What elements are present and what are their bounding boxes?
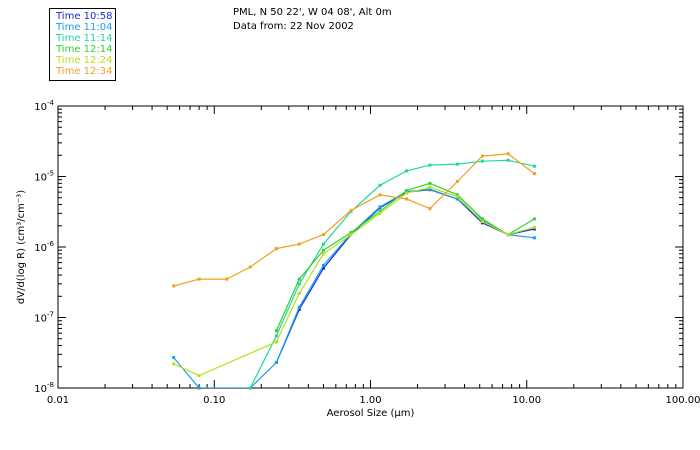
data-point-2-5	[378, 183, 382, 187]
data-point-0-2	[321, 266, 325, 270]
data-point-2-2	[297, 282, 301, 286]
data-point-5-4	[274, 247, 278, 251]
y-tick-label-2: 10-6	[34, 240, 54, 254]
legend-entry-2: Time 11:14	[56, 33, 113, 44]
data-point-4-2	[274, 340, 278, 344]
data-point-4-11	[506, 233, 510, 237]
legend-entry-1: Time 11:04	[56, 22, 113, 33]
data-point-1-3	[274, 360, 278, 364]
data-point-3-2	[321, 248, 325, 252]
y-axis-label: dV/d(log R) (cm³/cm⁻³)	[16, 190, 27, 304]
data-point-2-9	[480, 159, 484, 163]
data-point-5-10	[428, 207, 432, 211]
data-point-2-8	[455, 162, 459, 166]
data-point-1-13	[532, 236, 536, 240]
data-point-5-6	[321, 233, 325, 237]
data-point-2-1	[274, 334, 278, 338]
y-tick-label-3: 10-5	[34, 170, 54, 184]
data-point-3-3	[349, 231, 353, 235]
x-tick-label-0: 0.01	[47, 395, 69, 406]
x-tick-label-2: 1.00	[359, 395, 381, 406]
data-point-4-4	[321, 252, 325, 256]
data-point-4-10	[480, 219, 484, 223]
y-tick-label-1: 10-7	[34, 311, 54, 325]
data-point-5-14	[532, 172, 536, 176]
data-point-5-0	[172, 284, 176, 288]
data-point-3-6	[428, 181, 432, 185]
data-point-0-1	[297, 307, 301, 311]
data-point-1-4	[297, 305, 301, 309]
data-point-5-8	[378, 193, 382, 197]
series-line-0	[275, 189, 535, 363]
series-line-2	[249, 159, 535, 388]
data-point-3-0	[274, 329, 278, 333]
data-point-5-9	[405, 197, 409, 201]
y-tick-label-4: 10-4	[34, 99, 54, 113]
x-axis-label: Aerosol Size (µm)	[327, 408, 415, 419]
data-point-5-13	[506, 152, 510, 156]
data-point-4-6	[378, 211, 382, 215]
series-line-4	[173, 186, 535, 377]
data-point-1-0	[172, 356, 176, 360]
data-point-1-7	[378, 205, 382, 209]
data-point-2-7	[428, 163, 432, 167]
data-point-5-7	[349, 208, 353, 212]
x-tick-label-1: 0.10	[203, 395, 225, 406]
data-point-5-3	[248, 265, 252, 269]
data-point-3-5	[405, 189, 409, 193]
legend-entry-3: Time 12:14	[56, 44, 113, 55]
data-point-3-7	[455, 193, 459, 197]
data-point-4-1	[197, 374, 201, 378]
legend-entry-0: Time 10:58	[56, 11, 113, 22]
location-header: PML, N 50 22', W 04 08', Alt 0m	[233, 7, 392, 18]
data-point-0-10	[532, 227, 536, 231]
data-point-4-3	[297, 291, 301, 295]
data-point-4-5	[349, 233, 353, 237]
x-tick-label-4: 100.00	[666, 395, 700, 406]
data-point-4-7	[405, 191, 409, 195]
x-tick-label-3: 10.00	[512, 395, 541, 406]
data-point-1-10	[455, 197, 459, 201]
data-date-header: Data from: 22 Nov 2002	[233, 21, 354, 32]
data-point-5-1	[197, 277, 201, 281]
data-point-4-12	[532, 225, 536, 229]
data-point-2-3	[321, 242, 325, 246]
y-tick-label-0: 10-8	[34, 381, 54, 395]
data-point-5-12	[480, 154, 484, 158]
data-point-5-5	[297, 242, 301, 246]
data-point-4-8	[428, 185, 432, 189]
legend: Time 10:58 Time 11:04 Time 11:14 Time 12…	[49, 8, 116, 81]
data-point-3-4	[378, 209, 382, 213]
data-point-1-9	[428, 187, 432, 191]
plot-frame	[57, 105, 684, 389]
data-point-4-0	[172, 362, 176, 366]
data-point-1-1	[197, 386, 201, 390]
data-point-2-6	[405, 169, 409, 173]
data-point-2-0	[248, 386, 252, 390]
data-point-4-9	[455, 195, 459, 199]
data-point-2-11	[532, 164, 536, 168]
data-point-3-8	[480, 217, 484, 221]
data-point-2-10	[506, 158, 510, 162]
data-point-1-5	[321, 263, 325, 267]
data-point-5-11	[455, 179, 459, 183]
data-point-3-10	[532, 217, 536, 221]
legend-entry-5: Time 12:34	[56, 66, 113, 77]
legend-entry-4: Time 12:24	[56, 55, 113, 66]
data-point-5-2	[225, 277, 229, 281]
data-point-3-1	[297, 277, 301, 281]
